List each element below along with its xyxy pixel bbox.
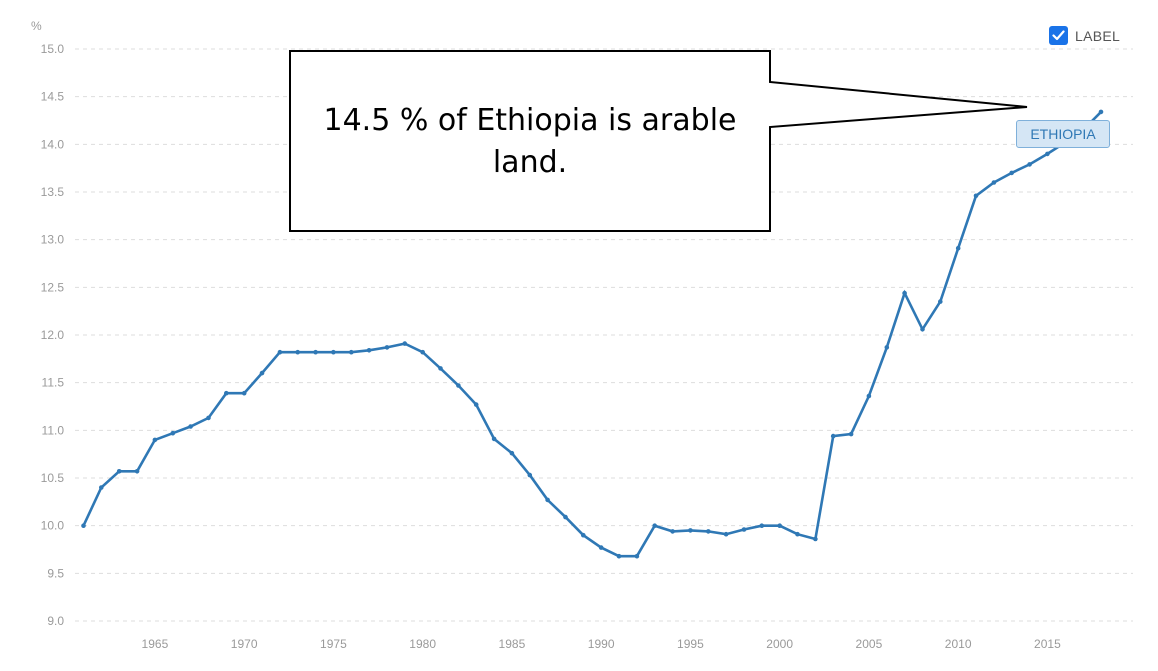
data-point[interactable] [313, 349, 318, 355]
gridlines [75, 48, 1133, 622]
data-point[interactable] [884, 345, 890, 350]
data-point[interactable] [366, 348, 372, 353]
data-point[interactable] [563, 514, 568, 520]
data-point[interactable] [152, 437, 158, 443]
data-point[interactable] [706, 529, 711, 534]
y-tick-label: 11.5 [42, 376, 65, 390]
y-tick-label: 15.0 [41, 42, 65, 56]
data-point[interactable] [545, 497, 550, 503]
data-point[interactable] [81, 523, 86, 528]
callout-text: 14.5 % of Ethiopia is arable land. [323, 103, 737, 180]
data-point[interactable] [955, 245, 961, 251]
x-tick-label: 2000 [766, 637, 793, 651]
x-tick-label: 1965 [142, 637, 169, 651]
data-point[interactable] [1045, 151, 1050, 157]
data-point[interactable] [438, 366, 443, 371]
y-tick-label: 13.5 [41, 185, 65, 199]
data-point[interactable] [616, 553, 622, 559]
series-line [82, 110, 1102, 558]
data-point[interactable] [830, 433, 836, 439]
data-point[interactable] [116, 469, 122, 474]
data-point[interactable] [527, 472, 533, 478]
label-toggle-text: LABEL [1075, 27, 1121, 44]
y-axis-ticks: 9.0 9.5 10.0 10.5 11.0 11.5 12.0 12.5 13.0 13.5 14… [41, 42, 65, 628]
data-point[interactable] [456, 383, 461, 388]
data-point[interactable] [741, 527, 747, 532]
y-tick-label: 9.0 [47, 614, 64, 628]
label-checkbox[interactable] [1049, 26, 1068, 45]
data-point[interactable] [349, 349, 354, 355]
data-point[interactable] [688, 528, 693, 533]
data-point[interactable] [188, 424, 193, 429]
data-point[interactable] [991, 180, 997, 185]
data-point[interactable] [206, 415, 211, 421]
data-point[interactable] [723, 531, 729, 537]
y-tick-label: 10.5 [41, 471, 65, 485]
data-point[interactable] [1098, 109, 1104, 115]
data-point[interactable] [973, 193, 979, 199]
label-toggle[interactable]: LABEL [1049, 26, 1120, 45]
data-point[interactable] [581, 532, 586, 538]
x-tick-label: 2005 [856, 637, 883, 651]
x-tick-label: 2015 [1034, 637, 1061, 651]
x-tick-label: 1970 [231, 637, 258, 651]
data-point[interactable] [259, 370, 265, 376]
data-point[interactable] [509, 450, 515, 456]
data-point[interactable] [134, 469, 140, 474]
data-point[interactable] [866, 393, 872, 399]
data-point[interactable] [920, 327, 925, 332]
x-tick-label: 1985 [499, 637, 526, 651]
data-point[interactable] [473, 402, 479, 407]
x-tick-label: 2010 [945, 637, 972, 651]
data-point[interactable] [295, 349, 301, 355]
y-tick-label: 14.0 [41, 137, 65, 151]
data-point[interactable] [224, 390, 229, 396]
data-point[interactable] [848, 431, 854, 437]
data-point[interactable] [1027, 162, 1032, 167]
data-point[interactable] [902, 290, 907, 296]
y-tick-label: 12.5 [41, 280, 65, 294]
data-point[interactable] [491, 436, 497, 442]
y-tick-label: 9.5 [47, 566, 64, 580]
data-point[interactable] [670, 529, 675, 534]
x-tick-label: 1975 [320, 637, 347, 651]
x-tick-label: 1995 [677, 637, 704, 651]
data-point[interactable] [634, 553, 640, 559]
data-point[interactable] [938, 299, 943, 304]
x-tick-label: 1990 [588, 637, 615, 651]
data-point[interactable] [759, 523, 765, 528]
y-tick-label: 11.0 [42, 423, 65, 437]
series-label-ethiopia[interactable]: ETHIOPIA [1016, 120, 1110, 148]
callout-box [289, 50, 1028, 232]
data-point[interactable] [598, 545, 604, 550]
x-axis-ticks: 1965 1970 1975 1980 1985 1990 1995 2000 2005 2010… [142, 637, 1062, 651]
data-point[interactable] [420, 349, 426, 355]
data-point[interactable] [652, 523, 657, 528]
data-point[interactable] [99, 485, 104, 490]
data-point[interactable] [1009, 170, 1014, 176]
y-tick-label: 12.0 [41, 328, 65, 342]
data-point[interactable] [795, 531, 800, 537]
y-tick-label: 14.5 [41, 90, 65, 104]
y-tick-label: 13.0 [41, 233, 65, 247]
data-point[interactable] [402, 341, 408, 346]
data-point[interactable] [241, 390, 247, 396]
y-tick-label: 10.0 [41, 519, 65, 533]
data-point[interactable] [777, 523, 782, 528]
data-point[interactable] [170, 430, 176, 436]
data-point[interactable] [384, 345, 390, 350]
data-point[interactable] [331, 349, 336, 355]
data-point[interactable] [277, 349, 283, 355]
y-axis-unit: % [31, 19, 42, 33]
x-tick-label: 1980 [409, 637, 436, 651]
checkmark-icon [1052, 30, 1065, 41]
data-point[interactable] [813, 536, 818, 542]
